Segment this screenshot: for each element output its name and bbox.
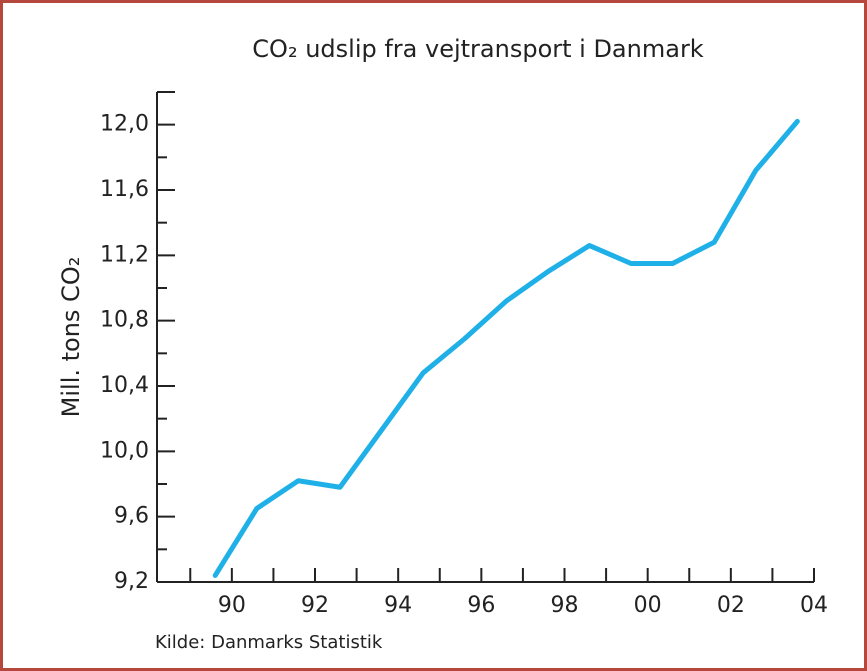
chart-title: CO₂ udslip fra vejtransport i Danmark xyxy=(252,35,704,63)
source: Kilde: Danmarks Statistik xyxy=(155,632,383,653)
y-tick-label: 11,2 xyxy=(100,242,149,267)
y-axis-label: Mill. tons CO₂ xyxy=(57,257,85,418)
y-tick-label: 9,2 xyxy=(114,569,149,594)
x-tick-label: 02 xyxy=(717,593,745,618)
y-tick-label: 11,6 xyxy=(100,177,149,202)
x-tick-label: 98 xyxy=(551,593,579,618)
y-tick-label: 12,0 xyxy=(100,112,149,137)
x-tick-label: 90 xyxy=(218,593,246,618)
x-tick-label: 04 xyxy=(800,593,828,618)
y-tick-label: 10,4 xyxy=(100,373,149,398)
y-tick-label: 10,8 xyxy=(100,308,149,333)
x-tick-label: 92 xyxy=(301,593,329,618)
line xyxy=(212,118,800,578)
x-tick-label: 96 xyxy=(467,593,495,618)
y-tick-label: 10,0 xyxy=(100,438,149,463)
y-tick-label: 9,6 xyxy=(114,504,149,529)
x-tick-label: 94 xyxy=(384,593,412,618)
x-tick-label: 00 xyxy=(634,593,662,618)
